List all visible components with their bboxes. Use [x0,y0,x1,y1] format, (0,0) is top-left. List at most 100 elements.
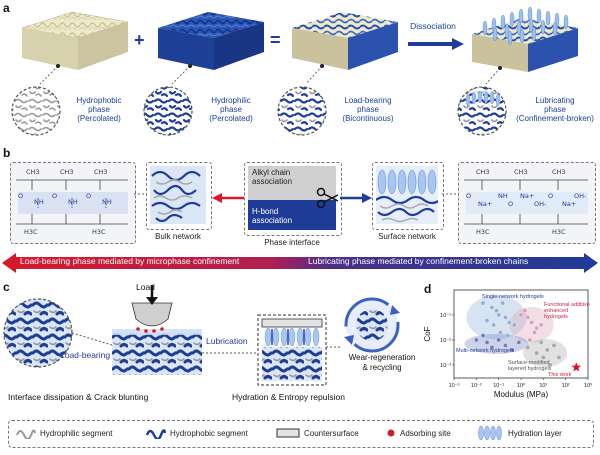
panel-a-graphics [11,6,578,136]
point-s1-6 [538,322,544,328]
dissociation-arrow [408,38,464,50]
point-s2-4 [502,343,508,348]
point-s0-7 [511,322,517,328]
point-s1-5 [532,330,537,335]
chem-l-o-3: O [86,192,92,200]
point-s1-2 [529,320,535,325]
point-s0-6 [506,320,512,325]
bulk-network-label: Bulk network [155,232,201,241]
chem-r-ch3-1: CH3 [476,168,490,176]
to-surface-arrow [340,193,372,203]
chem-l-o-1: O [18,192,24,200]
x-tick-label-3: 10⁰ [517,382,526,389]
panel-label-a: a [3,1,10,15]
legend-hydrophilic: Hydrophilic segment [40,429,113,438]
chem-l-nh-3: NH [102,198,112,206]
bulk-network-image [150,166,206,224]
chem-r-o-3: O [548,192,554,200]
point-s0-4 [500,300,505,306]
legend-countersurface: Countersurface [304,429,359,438]
hydrophobic-phase-label: Hydrophobic phase (Percolated) [76,96,122,123]
rectangle-icon [276,428,300,438]
hydrophilic-phase-label: Hydrophilic phase (Percolated) [209,96,253,123]
point-s0-1 [489,305,495,310]
series-annotation-1-2: hydrogels [544,314,568,320]
chem-left-structure [16,179,128,225]
point-s2-0 [473,337,479,343]
series-annotation-4-0: This work [548,372,572,378]
region-0 [466,295,527,340]
y-tick-label-1: 10⁻² [440,338,451,344]
load-bearing-cube [292,12,398,70]
chem-l-h3c-2: H3C [92,228,106,236]
chem-r-o-2: O [508,200,514,208]
cof-modulus-chart: 10⁻³ 10⁻² 10⁻¹ 10⁰ 10¹ 10² 10³ 10⁻¹ 10⁻² 10⁻³ Modu… [423,289,592,399]
lubricating-arrow-text: Lubricating phase mediated by confinemen… [308,256,529,266]
wear-regeneration-label: Wear-regeneration & recycling [348,353,416,372]
plus-sign: + [134,30,145,50]
point-s3-1 [534,350,540,356]
point-s3-2 [540,355,546,360]
series-annotation-0-0: Single-network hydrogels [482,294,544,300]
x-tick-label-1: 10⁻² [471,383,482,389]
legend-hydration: Hydration layer [508,429,562,438]
panel-label-c: c [3,280,10,294]
lubricating-zoom [457,86,507,136]
point-s1-4 [522,308,528,313]
chem-r-oh-1: OH- [534,200,547,208]
dissociation-label: Dissociation [410,21,456,31]
alkyl-label: Alkyl chain association [252,168,293,186]
y-axis-label: CoF [423,326,432,341]
point-s0-5 [502,315,508,320]
point-s0-0 [480,300,486,306]
chem-r-ch3-2: CH3 [514,168,528,176]
hydrophobic-zoom [11,86,61,136]
point-s0-8 [484,318,490,323]
chem-l-ch3-3: CH3 [94,168,108,176]
point-s2-1 [484,339,490,345]
chem-l-h3c-1: H3C [24,228,38,236]
chem-r-h3c-1: H3C [476,228,490,236]
y-tick-label-2: 10⁻³ [440,363,451,369]
to-bulk-arrow [212,193,244,203]
hydrophilic-cube [158,12,264,70]
chem-r-o-1: O [466,192,472,200]
series-annotation-3-1: layered hydrogels [508,366,552,372]
point-s1-7 [527,337,533,343]
point-s0-9 [491,322,497,328]
legend-adsorbing: Adsorbing site [400,429,451,438]
load-label: Load [136,282,155,292]
point-s2-3 [496,337,502,343]
load-bearing-label-c: Load-bearing [60,350,111,360]
load-bearing-phase-label: Load-bearing phase (Bicontinuous) [342,96,394,123]
x-tick-label-0: 10⁻³ [449,383,460,389]
point-s3-3 [547,362,553,368]
chem-r-na-3: Na+ [562,200,577,208]
point-s3-4 [538,339,544,345]
panel-label-d: d [424,282,432,296]
chem-l-nh-1: NH [34,198,44,206]
blue-wave-icon [146,429,166,439]
chem-r-na-2: Na+ [520,192,535,200]
series-annotation-1-1: enhanced [544,308,568,314]
point-s0-11 [505,333,510,338]
series-annotation-3-0: Surface-modified [508,360,550,366]
chem-right-structure [464,179,588,225]
gray-wave-icon [16,429,36,439]
chem-r-na-1: Na+ [478,200,493,208]
legend-box [8,420,594,448]
hbond-region [248,200,336,230]
point-s0-3 [496,312,502,318]
x-tick-label-2: 10⁻¹ [493,383,504,389]
chem-l-o-2: O [52,192,58,200]
point-s0-2 [494,308,499,313]
load-bearing-arrow-text: Load-bearing phase mediated by microphas… [20,256,240,266]
y-tick-label-0: 10⁻¹ [440,313,451,319]
point-s1-1 [525,315,531,320]
x-tick-label-6: 10³ [584,383,592,389]
caption-hydration-entropy: Hydration & Entropy repulsion [232,392,345,402]
x-tick-label-5: 10² [562,383,570,389]
legend-hydrophobic: Hydrophobic segment [170,429,248,438]
lubricating-phase-label: Lubricating phase (Confinement-broken) [516,96,594,123]
hydrophilic-zoom [143,86,193,136]
